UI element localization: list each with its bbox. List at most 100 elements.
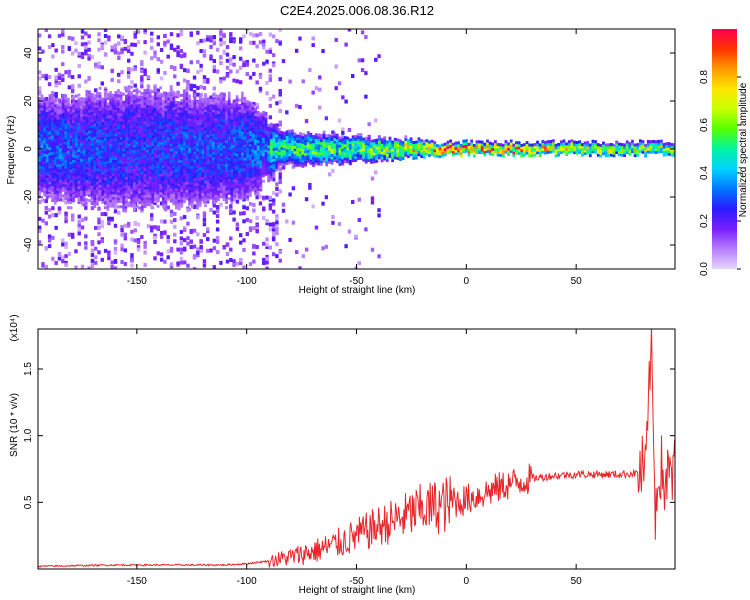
spectrogram-cell — [45, 180, 49, 184]
spectrogram-cell — [77, 93, 81, 97]
spectrogram-cell — [219, 94, 223, 98]
spectrogram-cell — [53, 109, 57, 113]
spectrogram-cell — [288, 79, 292, 84]
spectrogram-cell — [143, 30, 147, 35]
spectrogram-cell — [227, 149, 231, 153]
spectrogram-cell — [230, 124, 234, 128]
spectrogram-cell — [196, 151, 199, 155]
spectrogram-cell — [130, 42, 134, 47]
spectrogram-cell — [64, 120, 68, 124]
spectrogram-cell — [230, 113, 234, 117]
spectrogram-cell — [230, 174, 234, 178]
spectrogram-cell — [235, 100, 239, 104]
spectrogram-cell — [117, 79, 121, 84]
spectrogram-cell — [66, 97, 70, 101]
spectrogram-cell — [248, 114, 252, 118]
spectrogram-cell — [169, 137, 173, 141]
spectrogram-cell — [69, 172, 73, 176]
spectrogram-cell — [256, 137, 260, 141]
spectrogram-cell — [240, 162, 244, 166]
spectrogram-cell — [61, 96, 65, 100]
spectrogram-cell — [177, 204, 181, 208]
spectrogram-cell — [133, 42, 137, 47]
spectrogram-cell — [235, 169, 239, 173]
spectrogram-cell — [175, 142, 178, 146]
spectrogram-cell — [51, 135, 54, 139]
spectrogram-cell — [48, 133, 52, 137]
spectrogram-cell — [117, 192, 120, 196]
spectrogram-cell — [103, 52, 108, 57]
spectrogram-cell — [156, 204, 160, 208]
spectrogram-cell — [209, 156, 213, 160]
spectrogram-cell — [172, 151, 176, 155]
spectrogram-cell — [59, 134, 62, 138]
spectrogram-cell — [192, 84, 197, 89]
spectrogram-cell — [248, 178, 252, 182]
spectrogram-cell — [225, 142, 228, 146]
spectrogram-cell — [101, 179, 105, 183]
spectrogram-cell — [370, 247, 375, 252]
spectrogram-cell — [56, 179, 60, 183]
spectrogram-cell — [124, 176, 128, 180]
spectrogram-cell — [153, 178, 157, 182]
spectrogram-cell — [119, 194, 123, 198]
spectrogram-cell — [190, 189, 194, 193]
spectrogram-cell — [59, 153, 62, 157]
spectrogram-cell — [103, 248, 108, 253]
spectrogram-cell — [235, 177, 239, 181]
spectrogram-cell — [177, 130, 181, 134]
spectrogram-cell — [156, 117, 160, 121]
spectrogram-cell — [136, 222, 141, 227]
spectrogram-cell — [67, 73, 72, 78]
spectrogram-cell — [172, 135, 176, 139]
spectrogram-cell — [114, 175, 118, 179]
spectrogram-cell — [248, 143, 252, 147]
spectrogram-cell — [167, 189, 170, 193]
spectrogram-cell — [48, 94, 52, 98]
spectrogram-cell — [248, 159, 252, 163]
spectrogram-cell — [88, 133, 91, 137]
spectrogram-cell — [40, 144, 44, 148]
spectrogram-cell — [211, 183, 215, 187]
spectrogram-cell — [95, 128, 99, 132]
spectrogram-cell — [264, 133, 268, 137]
spectrogram-cell — [40, 126, 44, 130]
spectrogram-cell — [48, 110, 52, 114]
spectrogram-cell — [291, 220, 296, 225]
spectrogram-cell — [64, 109, 68, 113]
spectrogram-cell — [143, 178, 147, 182]
spectrogram-cell — [80, 174, 83, 178]
spectrogram-cell — [119, 97, 123, 101]
spectrogram-cell — [82, 145, 86, 149]
spectrogram-cell — [101, 118, 105, 122]
spectrogram-cell — [177, 162, 181, 166]
spectrogram-cell — [167, 147, 170, 151]
spectrogram-cell — [254, 131, 257, 135]
spectrogram-cell — [193, 98, 197, 102]
spectrogram-cell — [88, 185, 91, 189]
spectrogram-cell — [130, 148, 134, 152]
spectrogram-cell — [72, 186, 76, 190]
spectrogram-cell — [248, 175, 252, 179]
spectrogram-cell — [265, 260, 269, 265]
spectrogram-cell — [188, 181, 192, 185]
spectrogram-cell — [85, 171, 89, 175]
spectrogram-cell — [119, 152, 123, 156]
spectrogram-cell — [54, 91, 58, 96]
spectrogram-cell — [206, 227, 210, 232]
spectrogram-cell — [233, 136, 236, 140]
spectrogram-cell — [264, 164, 268, 168]
spectrogram-cell — [66, 200, 70, 204]
spectrogram-cell — [51, 178, 54, 182]
spectrogram-cell — [77, 141, 81, 145]
spectrogram-cell — [161, 194, 165, 198]
spectrogram-cell — [146, 130, 149, 134]
spectrogram-cell — [177, 167, 181, 171]
spectrogram-cell — [101, 108, 105, 112]
spectrogram-cell — [151, 156, 155, 160]
spectrogram-cell — [153, 144, 157, 148]
spectrogram-cell — [51, 112, 54, 116]
spectrogram-cell — [103, 195, 107, 199]
spectrogram-cell — [146, 109, 149, 113]
spectrogram-cell — [64, 200, 68, 205]
